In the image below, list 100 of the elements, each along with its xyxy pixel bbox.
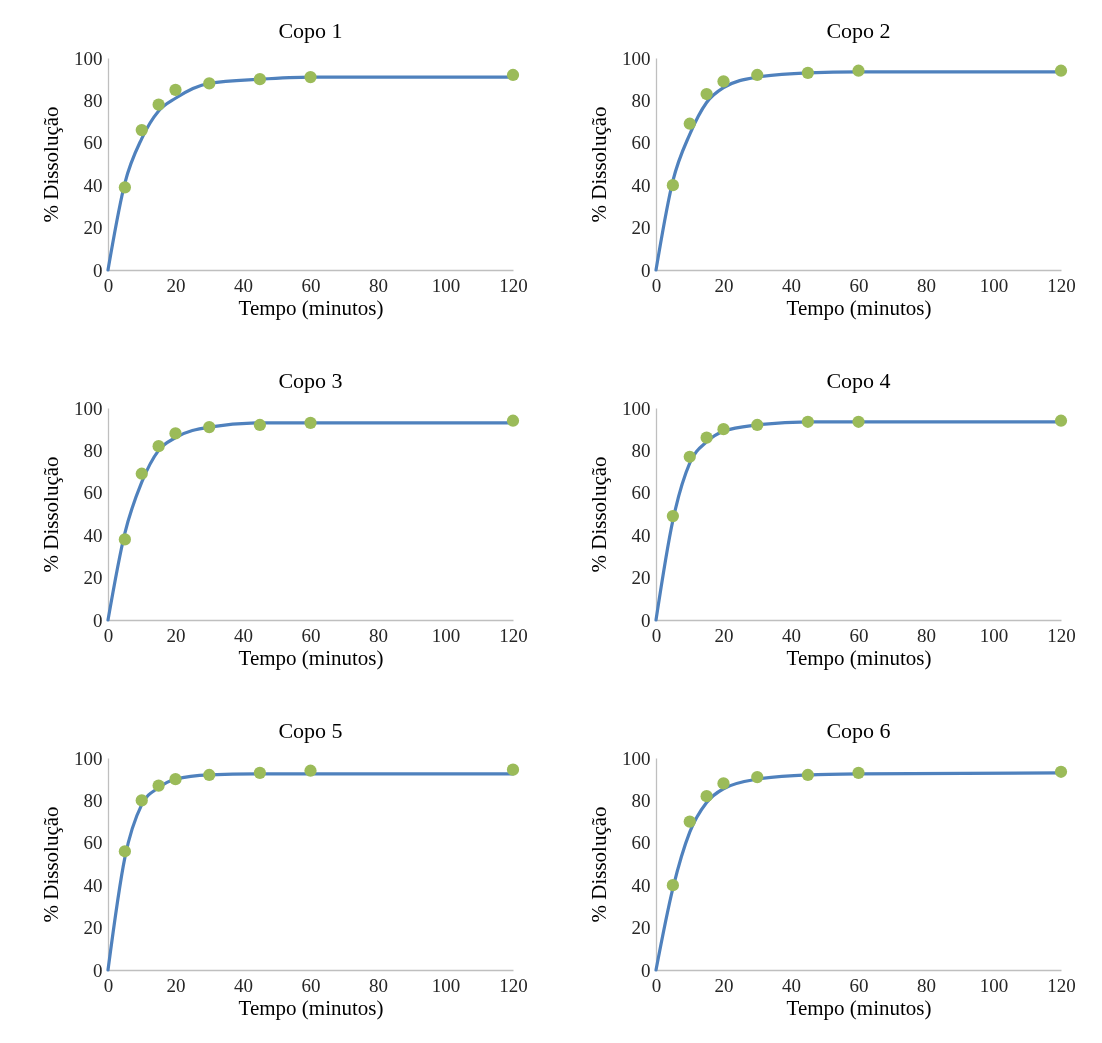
point — [666, 179, 679, 192]
x-tick-label: 40 — [782, 624, 801, 646]
y-tick-label: 20 — [83, 917, 103, 939]
point — [253, 73, 266, 86]
point — [304, 416, 317, 429]
point — [751, 418, 764, 432]
y-tick-label: 60 — [83, 832, 103, 854]
point — [751, 68, 764, 82]
y-tick-label: 20 — [631, 567, 651, 589]
point — [1054, 64, 1068, 77]
x-tick-label: 80 — [917, 974, 936, 996]
y-tick-label: 60 — [83, 132, 103, 154]
x-tick-label: 40 — [234, 624, 253, 646]
y-tick-label: 40 — [83, 524, 103, 546]
x-tick-label: 60 — [301, 274, 321, 296]
chart-title: Copo 6 — [826, 718, 891, 743]
x-tick-label: 20 — [166, 624, 186, 646]
point — [253, 766, 266, 779]
y-axis-title: % Dissolução — [39, 806, 63, 923]
x-axis-title: Tempo (minutos) — [786, 995, 932, 1020]
y-tick-label: 40 — [631, 524, 651, 546]
y-tick-label: 40 — [83, 174, 103, 196]
x-tick-label: 20 — [166, 974, 186, 996]
x-tick-label: 100 — [431, 624, 461, 646]
x-tick-label: 20 — [166, 274, 186, 296]
x-tick-label: 120 — [499, 974, 528, 996]
y-axis-title: % Dissolução — [39, 456, 63, 573]
y-tick-label: 100 — [74, 47, 103, 69]
point — [152, 440, 165, 453]
y-tick-label: 100 — [74, 747, 103, 769]
y-tick-label: 60 — [83, 482, 103, 504]
point — [801, 66, 814, 79]
x-tick-label: 20 — [714, 974, 734, 996]
x-tick-label: 80 — [369, 624, 388, 646]
y-tick-label: 60 — [631, 482, 651, 504]
y-tick-label: 80 — [631, 789, 651, 811]
x-tick-label: 40 — [782, 974, 801, 996]
y-tick-label: 20 — [83, 217, 103, 239]
y-tick-label: 0 — [641, 259, 651, 281]
y-tick-label: 0 — [641, 609, 651, 631]
chart-title: Copo 2 — [826, 18, 891, 43]
y-tick-label: 20 — [631, 217, 651, 239]
point — [506, 414, 520, 427]
point — [717, 75, 730, 88]
y-tick-label: 20 — [631, 917, 651, 939]
point — [152, 779, 165, 792]
y-tick-label: 60 — [631, 832, 651, 854]
x-tick-label: 120 — [1047, 624, 1076, 646]
chart-title: Copo 4 — [826, 368, 891, 393]
point — [169, 83, 182, 96]
point — [801, 768, 814, 782]
y-tick-label: 100 — [74, 397, 103, 419]
x-tick-label: 60 — [849, 274, 869, 296]
chart-title: Copo 3 — [278, 368, 343, 393]
point — [700, 790, 713, 803]
y-axis-title: % Dissolução — [587, 106, 611, 223]
y-tick-label: 80 — [83, 89, 103, 111]
y-axis-title: % Dissolução — [587, 456, 611, 573]
point — [118, 533, 131, 546]
point — [135, 467, 148, 480]
x-axis-title: Tempo (minutos) — [786, 645, 932, 670]
point — [203, 77, 216, 90]
x-axis-title: Tempo (minutos) — [238, 295, 384, 320]
point — [683, 815, 696, 828]
y-axis-title: % Dissolução — [587, 806, 611, 923]
y-tick-label: 100 — [622, 47, 651, 69]
y-tick-label: 80 — [631, 439, 651, 461]
point — [666, 879, 679, 892]
point — [304, 70, 317, 84]
point — [203, 420, 216, 434]
y-tick-label: 80 — [83, 439, 103, 461]
point — [506, 763, 520, 776]
x-tick-label: 120 — [499, 274, 528, 296]
y-tick-label: 100 — [622, 397, 651, 419]
x-tick-label: 20 — [714, 624, 734, 646]
x-tick-label: 100 — [431, 274, 461, 296]
x-tick-label: 60 — [849, 974, 869, 996]
x-tick-label: 60 — [301, 974, 321, 996]
y-tick-label: 0 — [93, 609, 103, 631]
y-tick-label: 40 — [83, 874, 103, 896]
x-axis-title: Tempo (minutos) — [786, 295, 932, 320]
x-tick-label: 100 — [431, 974, 461, 996]
x-tick-label: 40 — [234, 274, 253, 296]
y-tick-label: 0 — [93, 259, 103, 281]
chart-title: Copo 5 — [278, 718, 343, 743]
y-tick-label: 60 — [631, 132, 651, 154]
x-tick-label: 20 — [714, 274, 734, 296]
x-tick-label: 40 — [782, 274, 801, 296]
point — [717, 777, 730, 790]
point — [683, 450, 696, 463]
point — [700, 431, 713, 444]
point — [1054, 765, 1068, 778]
x-tick-label: 120 — [499, 624, 528, 646]
y-tick-label: 20 — [83, 567, 103, 589]
point — [852, 415, 865, 428]
y-tick-label: 0 — [641, 959, 651, 981]
point — [169, 427, 182, 440]
point — [751, 770, 764, 784]
point — [700, 87, 713, 101]
point — [135, 794, 148, 807]
